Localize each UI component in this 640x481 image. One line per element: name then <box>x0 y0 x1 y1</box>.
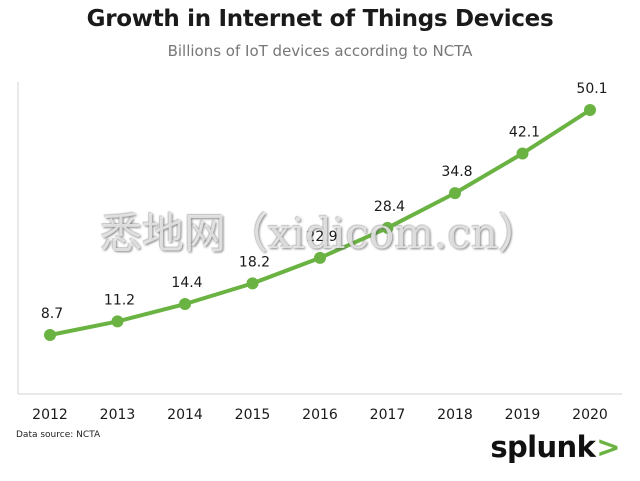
data-label-2019: 42.1 <box>509 124 540 140</box>
data-label-2013: 11.2 <box>104 292 135 308</box>
splunk-logo: splunk> <box>490 430 620 464</box>
data-source-note: Data source: NCTA <box>16 430 101 440</box>
x-tick-2012: 2012 <box>32 407 68 423</box>
data-label-2015: 18.2 <box>239 254 270 270</box>
data-label-2017: 28.4 <box>374 199 405 215</box>
data-label-2018: 34.8 <box>441 164 472 180</box>
data-point-2018 <box>449 187 461 200</box>
data-label-2016: 22.9 <box>306 229 337 245</box>
chart-title: Growth in Internet of Things Devices <box>86 6 554 32</box>
series-layer <box>44 104 596 341</box>
x-tick-2014: 2014 <box>167 407 203 423</box>
x-tick-2017: 2017 <box>370 407 406 423</box>
data-point-2013 <box>111 315 124 328</box>
data-point-2020 <box>584 104 596 116</box>
data-point-2015 <box>246 277 259 290</box>
data-label-2012: 8.7 <box>41 306 63 322</box>
x-tick-2019: 2019 <box>505 407 541 423</box>
data-point-2012 <box>44 329 56 341</box>
data-label-2014: 14.4 <box>171 275 202 291</box>
chart-subtitle: Billions of IoT devices according to NCT… <box>167 42 473 60</box>
logo-text: splunk <box>490 430 596 464</box>
x-tick-2016: 2016 <box>302 407 338 423</box>
data-label-layer: 8.7 11.2 14.4 18.2 22.9 28.4 34.8 42.1 50.1 <box>41 81 608 322</box>
data-point-2014 <box>179 298 191 311</box>
x-tick-2018: 2018 <box>437 407 473 423</box>
data-point-2016 <box>314 251 326 264</box>
data-label-2020: 50.1 <box>576 81 607 97</box>
x-tick-2020: 2020 <box>572 407 608 423</box>
x-tick-2013: 2013 <box>100 407 136 423</box>
logo-chevron-icon: > <box>596 430 620 464</box>
x-tick-2015: 2015 <box>235 407 271 423</box>
data-point-2019 <box>516 147 529 160</box>
data-point-2017 <box>381 221 394 234</box>
x-tick-layer: 2012 2013 2014 2015 2016 2017 2018 2019 2020 <box>32 407 608 423</box>
